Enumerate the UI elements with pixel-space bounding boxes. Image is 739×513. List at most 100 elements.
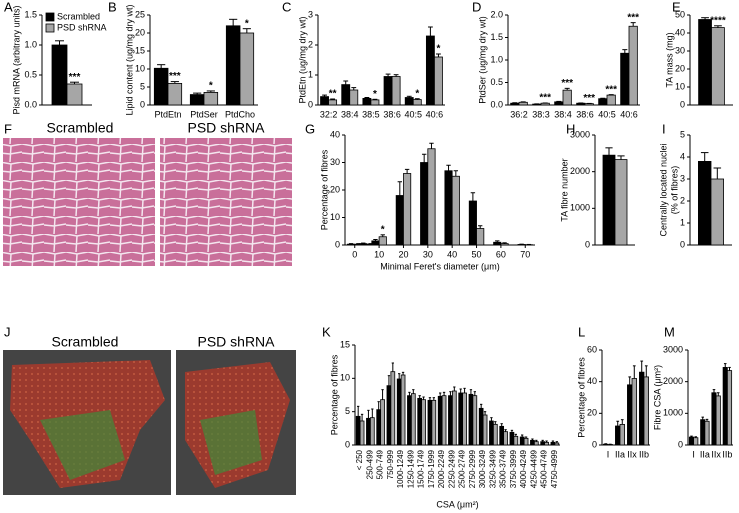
bar (606, 94, 616, 106)
x-tick-label: 2250-2499 (447, 449, 456, 488)
error-bar (510, 429, 514, 433)
y-tick-label: 10 (340, 373, 350, 383)
y-tick-label: 5 (680, 129, 685, 139)
y-axis-label: Percentage of fibres (329, 354, 339, 435)
bar (458, 392, 464, 446)
error-bar (348, 243, 354, 245)
y-tick-label: 1.0 (24, 39, 37, 49)
error-bar (701, 416, 705, 420)
error-bar (157, 64, 166, 69)
error-bar (564, 87, 570, 91)
error-bar (478, 225, 483, 229)
y-tick-label: 1.0 (490, 54, 503, 64)
bar (554, 101, 564, 106)
bar (530, 439, 535, 446)
bar (153, 67, 169, 106)
panel-letter: F (4, 121, 12, 136)
error-bar (361, 242, 366, 244)
bar (688, 436, 695, 446)
error-bar (500, 423, 503, 427)
error-bar (463, 387, 466, 393)
y-tick-label: 2000 (663, 376, 683, 386)
x-tick-label: 40 (447, 249, 457, 259)
bar (500, 243, 509, 246)
bar (614, 159, 628, 246)
bar (615, 425, 621, 446)
error-bar (622, 49, 628, 54)
x-tick-label: 3000-3249 (478, 449, 487, 488)
bar (715, 395, 721, 446)
image-scrambled (3, 138, 155, 266)
y-tick-label: 0.5 (490, 77, 503, 87)
x-tick-label: IIx (711, 449, 721, 459)
error-bar (690, 435, 693, 438)
bar (722, 367, 728, 446)
error-bar (640, 360, 644, 373)
y-tick-label: 0 (140, 99, 145, 109)
significance-label: *** (583, 93, 595, 104)
bar (451, 390, 457, 446)
x-tick-label: 3250-3499 (488, 449, 497, 488)
error-bar (432, 397, 435, 401)
bar (602, 154, 616, 246)
x-tick-label: 2000-2249 (437, 449, 446, 488)
significance-label: *** (69, 72, 81, 83)
x-tick-label: 1500-1749 (417, 449, 426, 488)
y-axis-label: TA mass (mg) (664, 32, 674, 87)
y-tick-label: 0 (680, 99, 685, 109)
bar (366, 417, 371, 446)
error-bar (712, 389, 716, 393)
y-tick-label: 2000 (570, 166, 590, 176)
bar (390, 371, 396, 446)
error-bar (343, 80, 349, 85)
panel-letter: I (662, 121, 666, 136)
x-tick-label: IIa (700, 449, 710, 459)
y-tick-label: 3000 (570, 129, 590, 139)
x-tick-label: PtdEtn (154, 109, 181, 119)
y-tick-label: 1 (680, 217, 685, 227)
error-bar (714, 25, 722, 28)
panel-letter: E (672, 0, 681, 14)
bar (396, 378, 402, 446)
y-tick-label: 15 (135, 45, 145, 55)
bar (349, 89, 359, 106)
bar (544, 441, 549, 446)
bar (704, 420, 710, 446)
bar (620, 52, 630, 106)
error-bar (555, 441, 558, 443)
bar (518, 101, 528, 106)
significance-label: * (209, 81, 213, 92)
y-tick-label: 20 (330, 184, 340, 194)
panel-letter: M (664, 324, 675, 339)
y-tick-label: 0 (680, 239, 685, 249)
bar (391, 76, 401, 106)
panel-letter: H (566, 121, 575, 136)
significance-label: * (245, 18, 249, 29)
bar (519, 436, 525, 446)
error-bar (391, 362, 394, 372)
error-bar (436, 53, 441, 57)
y-tick-label: 0.5 (24, 69, 37, 79)
y-tick-label: 60 (587, 344, 597, 354)
significance-label: *** (605, 84, 617, 95)
error-bar (242, 28, 251, 33)
bar (710, 178, 725, 246)
y-tick-label: 25 (135, 9, 145, 19)
y-tick-label: 0 (592, 439, 597, 449)
x-tick-label: 4250-4499 (529, 449, 538, 488)
bar (347, 243, 356, 246)
bar (441, 395, 447, 446)
y-axis-label: Centrally located nuclei (658, 143, 668, 236)
x-tick-label: 38:4 (341, 109, 359, 119)
bar (603, 443, 609, 446)
bar (482, 414, 488, 446)
error-bar (412, 389, 415, 394)
x-tick-label: I (607, 449, 610, 459)
x-tick-label: 4000-4249 (519, 449, 528, 488)
bar (533, 441, 539, 446)
x-tick-label: 1000-1249 (396, 449, 405, 488)
y-tick-label: 0 (335, 239, 340, 249)
green-fibres (200, 410, 262, 475)
error-bar (524, 436, 528, 439)
